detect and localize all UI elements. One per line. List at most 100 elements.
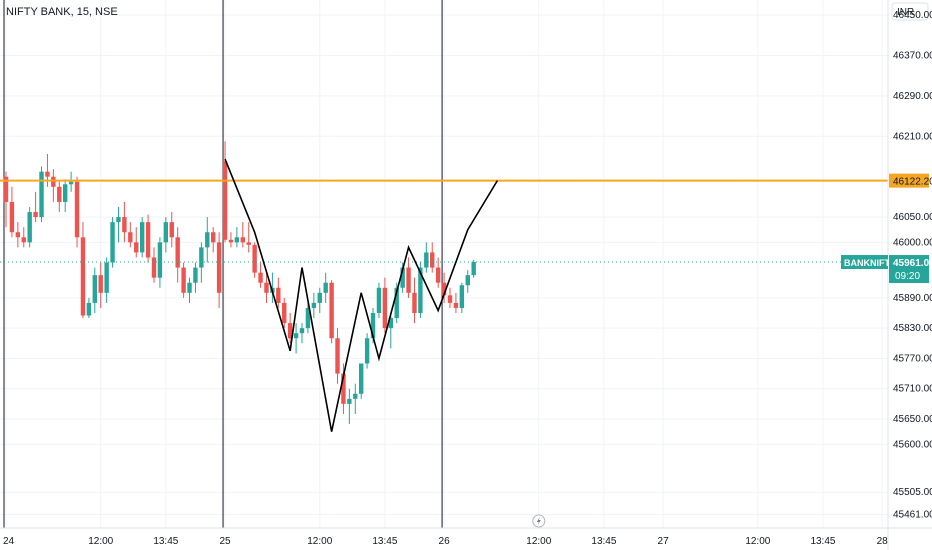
pattern-trendline[interactable] bbox=[224, 158, 499, 432]
candle-body bbox=[246, 242, 251, 245]
candle-body bbox=[15, 232, 21, 238]
candle-body bbox=[447, 295, 453, 303]
x-tick-label: 12:00 bbox=[745, 536, 770, 547]
last-price-value: 45961.00 bbox=[893, 258, 932, 269]
y-tick-label: 45461.00 bbox=[893, 509, 932, 520]
candle-body bbox=[193, 267, 198, 283]
candle-body bbox=[353, 393, 358, 399]
y-tick-label: 46290.00 bbox=[893, 91, 932, 102]
level-price-tag bbox=[889, 173, 929, 188]
candle-body bbox=[282, 302, 287, 324]
candle-body bbox=[435, 267, 441, 283]
candle-body bbox=[86, 302, 92, 316]
y-tick-label: 46210.00 bbox=[893, 131, 932, 142]
y-tick-label: 46370.00 bbox=[893, 51, 932, 62]
candle-body bbox=[258, 272, 263, 283]
candle-body bbox=[264, 282, 269, 293]
candle-body bbox=[222, 161, 228, 240]
candle-body bbox=[134, 242, 139, 253]
candle-body bbox=[234, 237, 240, 243]
candle-body bbox=[33, 212, 38, 218]
candle-body bbox=[465, 275, 470, 286]
candle-body bbox=[335, 338, 340, 374]
candle-body bbox=[388, 318, 393, 329]
x-tick-label: 12:00 bbox=[88, 536, 113, 547]
candle-body bbox=[92, 275, 97, 303]
x-tick-label: 28 bbox=[877, 536, 889, 547]
candle-body bbox=[299, 328, 305, 334]
candle-body bbox=[453, 302, 459, 308]
y-tick-label: 45710.00 bbox=[893, 384, 932, 395]
candle-body bbox=[27, 212, 32, 243]
candle-body bbox=[252, 244, 257, 273]
x-tick-label: 13:45 bbox=[153, 536, 178, 547]
candle-body bbox=[341, 373, 346, 404]
candle-body bbox=[276, 287, 281, 303]
candle-body bbox=[63, 184, 68, 202]
candle-body bbox=[347, 398, 352, 404]
candle-body bbox=[287, 323, 293, 339]
y-tick-label: 45890.00 bbox=[893, 293, 932, 304]
candle-body bbox=[80, 237, 86, 316]
x-tick-label: 13:45 bbox=[372, 536, 397, 547]
x-tick-label: 27 bbox=[658, 536, 670, 547]
candle-body bbox=[205, 232, 210, 248]
candle-body bbox=[293, 333, 299, 339]
lightning-glyph bbox=[536, 517, 541, 525]
x-tick-label: 25 bbox=[219, 536, 231, 547]
candle-body bbox=[376, 287, 382, 314]
candle-body bbox=[412, 292, 417, 314]
currency-box[interactable] bbox=[891, 2, 929, 21]
candle-body bbox=[157, 242, 163, 278]
candle-body bbox=[216, 242, 222, 293]
y-tick-label: 45505.00 bbox=[893, 487, 932, 498]
x-tick-label: 12:00 bbox=[307, 536, 332, 547]
candle-body bbox=[104, 262, 109, 293]
candle-body bbox=[74, 181, 80, 238]
candle-body bbox=[441, 282, 447, 296]
candle-body bbox=[145, 222, 151, 258]
level-price-label: 46122.20 bbox=[893, 177, 932, 188]
candle-body bbox=[175, 237, 180, 268]
x-tick-label: 12:00 bbox=[526, 536, 551, 547]
candle-body bbox=[317, 292, 322, 303]
candle-body bbox=[181, 267, 186, 293]
candle-body bbox=[424, 252, 429, 268]
candle-body bbox=[116, 217, 121, 223]
y-tick-label: 45770.00 bbox=[893, 353, 932, 364]
last-price-tag bbox=[889, 255, 929, 284]
candle-body bbox=[400, 267, 405, 288]
candle-body bbox=[382, 287, 388, 329]
y-tick-label: 45600.00 bbox=[893, 439, 932, 450]
candle-body bbox=[211, 232, 216, 243]
candle-body bbox=[68, 181, 74, 185]
currency-label: INR bbox=[897, 7, 914, 18]
candle-body bbox=[418, 267, 423, 314]
chart-title: NIFTY BANK, 15, NSE bbox=[6, 6, 118, 18]
candle-body bbox=[364, 338, 370, 364]
countdown-label: 09:20 bbox=[895, 271, 920, 282]
candle-body bbox=[139, 222, 145, 253]
candle-body bbox=[311, 302, 317, 308]
candle-body bbox=[21, 237, 26, 243]
candle-body bbox=[370, 313, 376, 339]
candle-body bbox=[228, 239, 234, 243]
x-tick-label: 26 bbox=[439, 536, 451, 547]
candle-body bbox=[98, 275, 103, 293]
y-tick-label: 45830.00 bbox=[893, 323, 932, 334]
candle-body bbox=[39, 171, 44, 218]
candle-body bbox=[110, 222, 115, 263]
candle-body bbox=[163, 222, 169, 243]
y-tick-label: 46450.00 bbox=[893, 10, 932, 21]
candle-body bbox=[459, 285, 465, 308]
candle-body bbox=[128, 232, 133, 243]
x-tick-label: 13:45 bbox=[810, 536, 835, 547]
candle-body bbox=[240, 237, 245, 243]
candle-body bbox=[323, 282, 328, 293]
symbol-tag-label: BANKNIFTY bbox=[844, 258, 896, 268]
candle-body bbox=[169, 222, 174, 238]
x-tick-label: 24 bbox=[3, 536, 15, 547]
y-tick-label: 46050.00 bbox=[893, 212, 932, 223]
candle-body bbox=[430, 252, 435, 268]
